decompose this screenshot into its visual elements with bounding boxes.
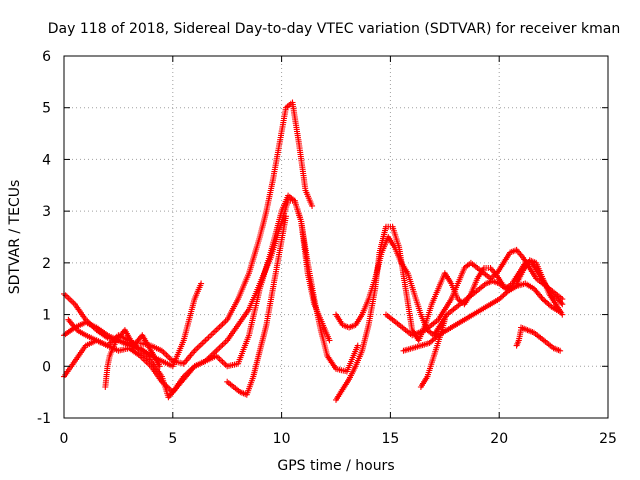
x-tick-labels: 0 5 10 15 20 25	[60, 431, 617, 447]
y-tick-label: 0	[42, 359, 51, 375]
plus-markers	[513, 327, 524, 349]
x-tick-label: 25	[599, 431, 617, 447]
y-tick-label: 1	[42, 308, 51, 324]
y-tick-labels: -1 0 1 2 3 4 5 6	[37, 49, 51, 427]
data-series	[61, 99, 566, 403]
x-axis-label: GPS time / hours	[277, 458, 394, 474]
x-tick-label: 5	[168, 431, 177, 447]
x-tick-label: 15	[381, 431, 399, 447]
plus-markers	[102, 327, 163, 390]
plus-markers	[65, 192, 361, 401]
series-track-k	[417, 316, 448, 390]
series-track-i	[383, 246, 566, 339]
plus-markers	[383, 246, 566, 339]
y-tick-label: 4	[42, 152, 51, 168]
y-tick-label: 3	[42, 204, 51, 220]
plus-markers	[417, 316, 448, 390]
y-axis-label: SDTVAR / TECUs	[7, 180, 23, 295]
chart-title: Day 118 of 2018, Sidereal Day-to-day VTE…	[48, 21, 620, 37]
y-tick-label: 2	[42, 256, 51, 272]
y-tick-label: 6	[42, 49, 51, 65]
series-track-f	[224, 213, 289, 398]
series-track-e	[102, 327, 163, 390]
axis-ticks	[63, 55, 609, 419]
plus-markers	[518, 324, 564, 354]
plus-markers	[224, 213, 289, 398]
x-tick-label: 10	[273, 431, 291, 447]
series-track-m	[513, 327, 524, 349]
x-tick-label: 20	[490, 431, 508, 447]
x-tick-label: 0	[60, 431, 69, 447]
series-track-d	[65, 192, 361, 401]
series-track-l	[518, 324, 564, 354]
plot-frame	[63, 55, 609, 419]
y-tick-label: 5	[42, 101, 51, 117]
y-tick-label: -1	[37, 411, 51, 427]
